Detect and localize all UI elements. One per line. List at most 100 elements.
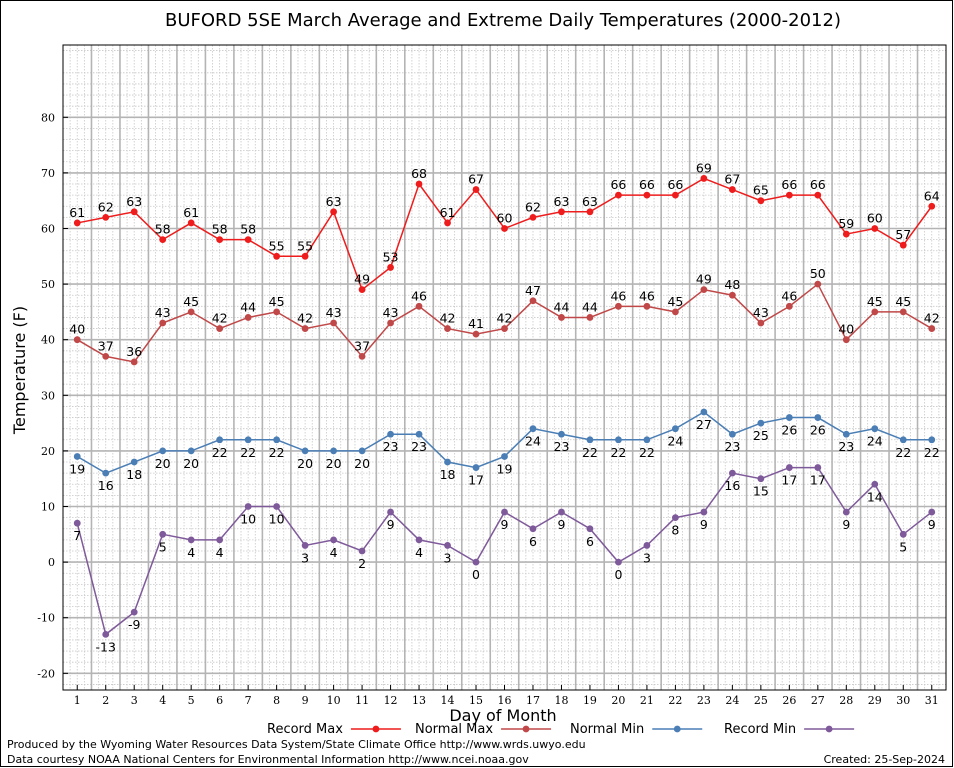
normal-min-point [330,447,337,455]
legend-item-normal-min: Normal Min [570,722,703,737]
x-tick-label: 19 [583,694,597,707]
record-min-data-label: 3 [301,550,309,565]
record-min-point [159,530,167,538]
normal-min-point [301,447,309,455]
y-tick-label: 20 [41,445,55,458]
record-min-data-label: -13 [96,639,116,654]
normal-min-data-label: 20 [354,456,370,471]
record-max-data-label: 60 [497,210,513,225]
normal-max-point [700,286,708,294]
record-min-point [216,536,224,544]
normal-min-data-label: 23 [554,439,570,454]
record-max-point [728,186,736,193]
legend-label: Normal Max [415,722,493,737]
record-max-point [102,213,110,221]
normal-max-data-label: 46 [610,288,626,303]
record-min-point [244,503,252,510]
record-min-data-label: 5 [899,539,907,554]
normal-min-point [472,464,480,471]
normal-max-point [615,302,622,310]
record-min-point [871,480,879,488]
record-max-point [415,180,423,188]
normal-min-point [187,447,195,455]
record-min-data-label: 9 [700,517,708,532]
normal-max-data-label: 46 [781,288,797,303]
record-max-data-label: 67 [468,172,484,187]
normal-max-point [529,297,537,305]
record-max-data-label: 63 [554,194,570,209]
normal-min-data-label: 20 [297,456,313,471]
record-max-data-label: 62 [525,199,541,214]
y-tick-label: 40 [41,334,55,347]
normal-max-data-label: 50 [810,266,826,281]
record-min-point [330,536,337,544]
normal-min-point [871,425,879,433]
record-min-point [415,536,423,544]
record-min-data-label: 9 [387,517,395,532]
normal-max-point [558,314,565,321]
normal-min-point [159,447,167,455]
record-max-data-label: 66 [610,177,626,192]
normal-min-point [415,430,423,438]
record-max-data-label: 67 [724,172,740,187]
legend-swatch-marker [372,725,380,733]
normal-min-point [615,436,622,444]
record-min-data-label: 14 [867,489,883,504]
record-min-point [73,519,81,527]
record-max-data-label: 58 [212,222,228,237]
record-max-data-label: 60 [867,210,883,225]
normal-min-point [387,430,394,438]
normal-min-data-label: 23 [383,439,399,454]
legend-swatch-marker [673,725,681,733]
record-min-data-label: 4 [187,545,195,560]
normal-min-data-label: 22 [924,445,940,460]
record-max-point [785,191,793,199]
normal-max-point [899,308,907,316]
normal-max-point [415,302,423,310]
record-min-data-label: 3 [444,550,452,565]
y-tick-label: 30 [41,389,55,402]
normal-min-data-label: 27 [696,417,712,432]
y-tick-label: 70 [41,167,55,180]
record-max-series: 61 62 63 58 61 58 58 55 55 63 49 53 68 61 67 60 62 63 63 66… [69,160,940,294]
normal-max-data-label: 41 [468,316,484,331]
normal-min-data-label: 17 [468,473,484,488]
record-min-data-label: 4 [216,545,224,560]
x-axis-label: Day of Month [449,706,556,725]
record-min-data-label: 10 [240,512,256,527]
normal-max-point [387,319,394,327]
normal-max-point [444,325,451,332]
record-max-point [615,191,622,199]
x-tick-label: 9 [302,694,309,707]
normal-max-data-label: 43 [383,305,399,320]
normal-max-point [672,308,679,316]
normal-max-data-label: 36 [126,344,142,359]
normal-max-point [358,352,366,360]
record-min-data-label: 5 [159,539,167,554]
record-min-point [757,475,765,483]
x-tick-label: 4 [159,694,166,707]
record-max-data-label: 65 [753,183,769,198]
x-tick-label: 6 [216,694,223,707]
record-max-point [558,208,565,216]
normal-min-data-label: 20 [183,456,199,471]
normal-max-point [757,319,765,327]
y-tick-label: 60 [41,222,55,235]
normal-min-data-label: 22 [240,445,256,460]
x-tick-label: 17 [526,694,540,707]
normal-max-point [102,352,110,360]
normal-min-data-label: 19 [69,461,85,476]
record-min-point [672,514,679,522]
legend-item-record-min: Record Min [724,722,855,737]
record-max-point [444,219,451,227]
x-tick-label: 31 [925,694,939,707]
y-tick-label: -20 [37,667,55,680]
record-min-point [472,558,480,566]
record-max-data-label: 63 [326,194,342,209]
normal-min-point [842,430,850,438]
record-min-point [643,542,651,549]
record-min-point [558,508,565,516]
normal-min-data-label: 22 [610,445,626,460]
record-min-point [899,530,907,538]
